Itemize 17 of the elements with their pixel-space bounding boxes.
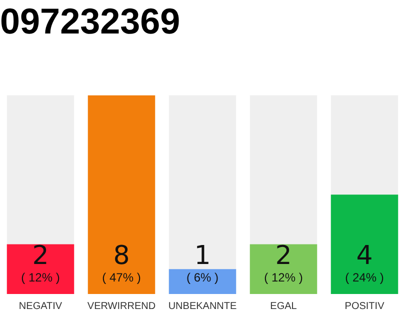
annotation: ( 47% ) [102,270,141,284]
x-tick-label: NEGATIV [18,300,62,312]
x-tick-label: EGAL [270,300,298,312]
data-label: 4 [356,241,373,271]
annotation: ( 24% ) [345,270,384,284]
x-tick-label: POSITIV [344,300,385,312]
data-label: 2 [275,241,292,271]
chart-title: 097232369 [0,0,180,42]
bar [168,269,236,294]
data-label: 1 [194,241,211,271]
annotation: ( 12% ) [21,270,60,284]
data-label: 8 [113,241,130,271]
annotation: ( 6% ) [186,270,219,284]
x-tick-label: VERWIRREND [87,300,156,312]
data-label: 2 [32,241,49,271]
x-tick-label: UNBEKANNTE [168,300,237,312]
annotation: ( 12% ) [264,270,303,284]
